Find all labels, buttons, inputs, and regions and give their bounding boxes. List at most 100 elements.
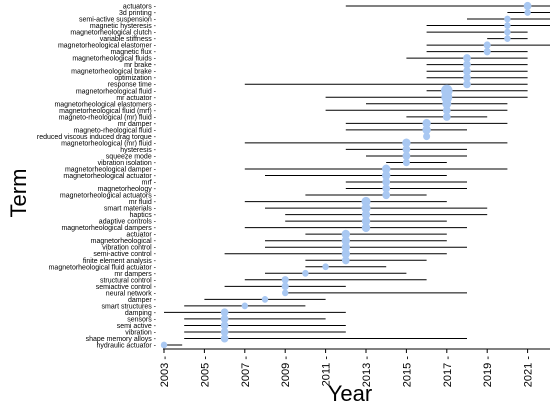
term-label: magnetic hysteresis - xyxy=(90,23,157,30)
x-tick-label: 2013 - xyxy=(361,356,373,388)
term-peak-marker xyxy=(442,106,451,115)
term-row: magnetorheological actuators - xyxy=(60,190,427,200)
term-label: hydraulic actuator - xyxy=(96,343,156,350)
term-label: haptics - xyxy=(130,212,157,219)
term-peak-marker xyxy=(361,223,371,233)
term-peak-marker xyxy=(504,15,511,23)
x-tick-label: 2021 - xyxy=(523,356,535,388)
term-label: magnetorheological fluid (mrf) - xyxy=(59,108,157,115)
term-label: mr fluid - xyxy=(129,199,157,206)
term-row: magnetorheological actuator - xyxy=(63,171,447,180)
term-peak-marker xyxy=(382,177,391,187)
term-peak-marker xyxy=(463,54,471,63)
term-label: response time - xyxy=(108,82,157,89)
x-tick-label: 2007 - xyxy=(240,356,252,388)
x-tick-label: 2015 - xyxy=(401,356,413,388)
term-row: mr damper - xyxy=(118,118,508,128)
term-label: 3d printing - xyxy=(119,10,157,17)
term-label: mr brake - xyxy=(124,62,157,69)
term-row: magnetorheological elastomer - xyxy=(58,41,550,50)
term-row: shape memory alloys - xyxy=(86,334,467,343)
term-row: magnetorheological (mr) fluid - xyxy=(61,138,508,148)
term-peak-marker xyxy=(220,327,229,337)
term-label: magnetorheological elastomers - xyxy=(54,101,156,108)
term-label: variable stiffness - xyxy=(100,36,157,43)
term-label: hysteresis - xyxy=(120,147,156,154)
term-label: shape memory alloys - xyxy=(86,336,157,343)
term-row: magnetorheological damper - xyxy=(65,164,508,173)
term-row: smart structures - xyxy=(102,302,306,310)
term-label: magnetorheological dampers - xyxy=(61,225,156,232)
term-peak-marker xyxy=(442,112,451,121)
term-label: damping - xyxy=(125,310,157,317)
term-row: magnetorheological fluid (mrf) - xyxy=(59,106,508,115)
term-peak-marker xyxy=(261,295,269,303)
term-row: structural control - xyxy=(100,276,427,284)
term-row: magneto-rheological (mr) fluid - xyxy=(59,112,488,121)
term-peak-marker xyxy=(402,138,411,148)
term-peak-marker xyxy=(483,41,491,49)
term-label: magnetorheological actuators - xyxy=(60,193,157,200)
x-tick-label: 2009 - xyxy=(280,356,292,388)
term-label: magnetorheology - xyxy=(98,186,157,193)
term-label: actuators - xyxy=(123,4,157,11)
term-label: mr damper - xyxy=(118,121,157,128)
term-label: mr actuator - xyxy=(116,95,156,102)
term-peak-marker xyxy=(442,99,452,109)
term-peak-marker xyxy=(524,9,531,16)
term-row: variable stiffness - xyxy=(100,35,528,43)
term-label: neural network - xyxy=(106,290,157,297)
term-peak-marker xyxy=(463,80,471,89)
term-row: 3d printing - xyxy=(119,9,550,17)
term-label: magnetorheological actuator - xyxy=(63,173,156,180)
term-row: hysteresis - xyxy=(120,145,467,154)
term-peak-marker xyxy=(282,289,289,297)
term-row: finite element analysis - xyxy=(83,256,427,265)
term-label: magnetic flux - xyxy=(110,49,156,56)
term-row: magnetorheological fluids - xyxy=(72,54,528,63)
term-row: neural network - xyxy=(106,289,467,297)
y-axis-title: Term xyxy=(6,169,31,218)
term-peak-marker xyxy=(281,282,289,291)
term-label: magnetorheological clutch - xyxy=(70,30,156,37)
term-peak-marker xyxy=(504,22,511,29)
term-peak-marker xyxy=(422,125,431,135)
term-peak-marker xyxy=(523,1,532,11)
term-peak-marker xyxy=(504,35,511,42)
term-peak-marker xyxy=(382,184,391,193)
x-ticks: 2003 - 2005 - 2007 - 2009 - 2011 - 2013 - 2015… xyxy=(159,349,535,387)
term-row: actuators - xyxy=(123,1,550,11)
term-label: mr dampers - xyxy=(114,271,156,278)
term-label: magneto-rheological (mr) fluid - xyxy=(59,114,157,121)
term-label: actuator - xyxy=(126,232,156,239)
term-peak-marker xyxy=(281,276,289,284)
term-peak-marker xyxy=(341,242,350,252)
term-row: squeeze mode - xyxy=(106,151,467,160)
term-row: magnetorheology - xyxy=(98,184,467,193)
term-label: magnetorheological fluid actuator - xyxy=(49,264,157,271)
term-label: magnetorheological fluids - xyxy=(72,56,156,63)
term-row: vibration isolation - xyxy=(98,158,447,167)
term-row: magnetorheological clutch - xyxy=(70,28,528,37)
term-peak-marker xyxy=(302,269,309,277)
term-row: mr actuator - xyxy=(116,91,528,104)
term-label: magnetorheological (mr) fluid - xyxy=(61,140,157,147)
term-label: finite element analysis - xyxy=(83,258,157,265)
x-tick-label: 2005 - xyxy=(199,356,211,388)
term-peak-marker xyxy=(322,263,329,271)
term-label: vibration isolation - xyxy=(98,160,157,167)
term-peak-marker xyxy=(463,60,471,69)
term-row: magnetorheological brake - xyxy=(71,67,528,76)
term-label: vibration - xyxy=(125,329,156,336)
term-peak-marker xyxy=(361,203,371,213)
term-label: semi-active control - xyxy=(93,251,156,258)
term-peak-marker xyxy=(241,302,248,310)
term-row: semiactive control - xyxy=(96,282,346,291)
chart-rows: actuators -3d printing -semi-active susp… xyxy=(37,1,550,350)
term-label: optimization - xyxy=(114,75,156,82)
term-row: haptics - xyxy=(130,210,488,219)
term-peak-marker xyxy=(341,256,350,265)
term-label: reduced viscous induced drag torque - xyxy=(37,134,157,141)
term-row: magnetorheological elastomers - xyxy=(54,99,508,109)
